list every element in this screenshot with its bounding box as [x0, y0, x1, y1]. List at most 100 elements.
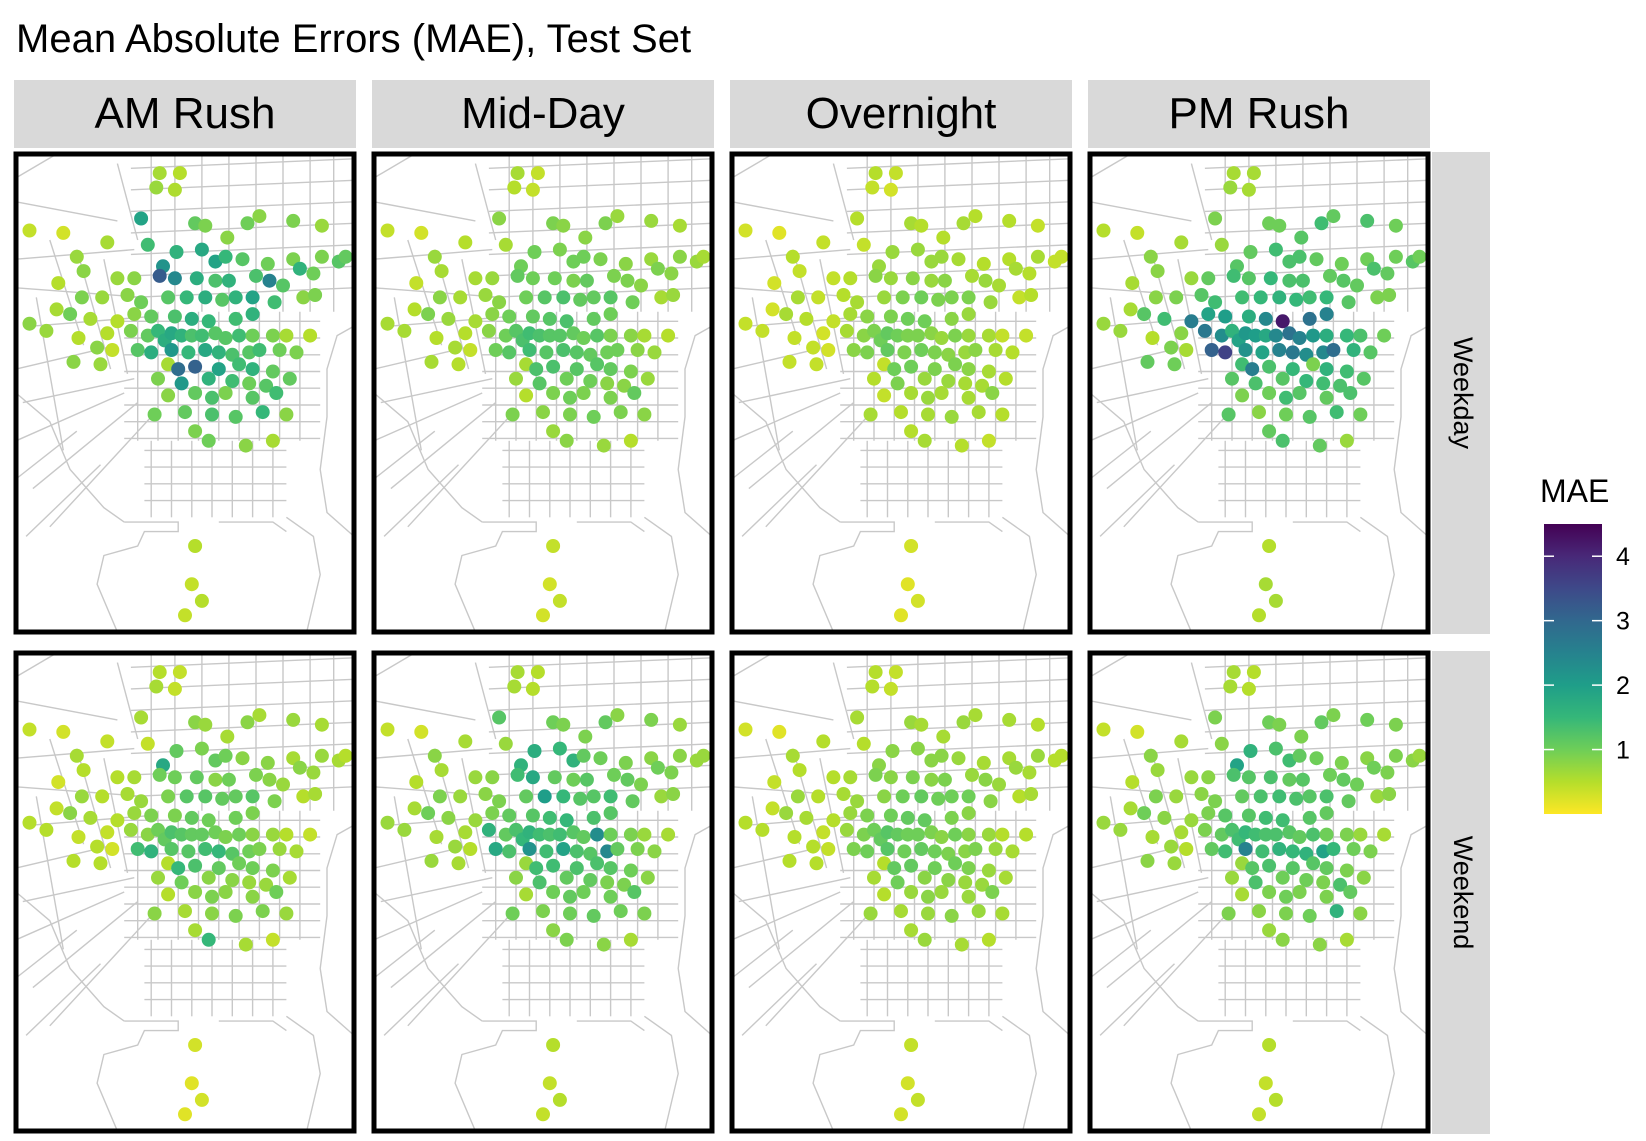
basemap-street [49, 239, 85, 346]
station-point [630, 343, 645, 357]
station-point [427, 748, 442, 763]
station-point [1148, 290, 1163, 305]
station-point [1248, 827, 1263, 842]
station-point [1294, 729, 1309, 744]
station-point [785, 249, 800, 264]
station-point [625, 295, 640, 310]
station-point [468, 271, 483, 286]
station-point [525, 770, 540, 785]
station-point [1030, 717, 1045, 732]
station-point [1329, 405, 1344, 420]
basemap-street [285, 1015, 321, 1132]
station-point [1275, 870, 1290, 885]
station-point [620, 772, 635, 787]
station-point [249, 268, 263, 283]
station-point [593, 252, 608, 267]
station-point [944, 409, 959, 424]
station-point [525, 309, 540, 324]
basemap-street [407, 239, 443, 346]
station-point [799, 810, 814, 825]
station-point [1054, 249, 1069, 264]
station-point [666, 787, 681, 801]
station-point [937, 273, 952, 288]
station-point [547, 770, 562, 785]
strip-label-pm-rush: PM Rush [1169, 89, 1350, 138]
station-point [556, 842, 571, 856]
station-point [380, 815, 395, 830]
station-point [1197, 822, 1212, 837]
station-point [198, 789, 213, 804]
station-point [981, 827, 996, 842]
station-point [1252, 1107, 1266, 1122]
station-point [522, 343, 537, 357]
basemap-street [1109, 297, 1138, 451]
station-point [188, 858, 203, 873]
station-point [1137, 806, 1152, 821]
station-point [509, 371, 523, 386]
station-point [944, 789, 959, 804]
station-point [547, 271, 562, 286]
station-point [640, 870, 655, 885]
station-point [1246, 665, 1261, 680]
station-point [1292, 885, 1307, 899]
station-point [228, 789, 243, 804]
station-point [338, 748, 353, 763]
station-point [1275, 314, 1290, 329]
station-point [1019, 328, 1034, 343]
station-point [603, 307, 618, 322]
station-point [1353, 906, 1368, 921]
basemap-street [765, 915, 868, 1027]
station-point [296, 789, 311, 804]
station-point [1268, 593, 1283, 608]
station-point [194, 593, 209, 608]
basemap-street [15, 891, 125, 1022]
station-point [314, 748, 329, 763]
basemap-street [407, 915, 510, 1027]
station-point [308, 288, 323, 302]
station-point [856, 736, 871, 751]
station-point [510, 665, 525, 680]
station-point [536, 405, 550, 420]
station-point [1184, 770, 1199, 785]
station-point [1225, 870, 1239, 885]
station-point [904, 424, 919, 439]
station-point [211, 362, 226, 377]
basemap-street [15, 392, 125, 442]
station-point [883, 808, 898, 823]
station-point [880, 842, 895, 856]
panel-background [374, 154, 712, 632]
basemap-street [15, 700, 118, 721]
station-point [380, 722, 395, 737]
station-point [536, 904, 550, 919]
station-point [836, 288, 851, 302]
station-point [1258, 311, 1273, 326]
station-point [988, 842, 1003, 856]
chart-title: Mean Absolute Errors (MAE), Test Set [16, 17, 691, 61]
basemap-street [731, 392, 841, 442]
basemap-street [1123, 738, 1159, 845]
station-point [1282, 273, 1297, 288]
station-point [542, 577, 557, 592]
station-point [696, 249, 711, 264]
station-point [1243, 245, 1258, 259]
station-point [338, 249, 353, 264]
station-point [887, 362, 902, 377]
station-point [961, 789, 976, 804]
station-point [1279, 390, 1293, 405]
station-point [1346, 842, 1361, 856]
station-point [914, 842, 929, 856]
station-point [56, 225, 71, 240]
station-point [198, 842, 213, 856]
station-points [22, 166, 353, 623]
station-point [948, 856, 963, 871]
station-point [208, 772, 223, 787]
station-point [961, 390, 976, 405]
station-point [598, 715, 613, 730]
station-point [218, 386, 233, 400]
station-point [1226, 767, 1241, 782]
station-point [468, 813, 483, 828]
station-point [617, 877, 632, 892]
basemap-street [1393, 824, 1429, 1036]
station-point [1201, 307, 1216, 322]
basemap-street [576, 1020, 645, 1032]
